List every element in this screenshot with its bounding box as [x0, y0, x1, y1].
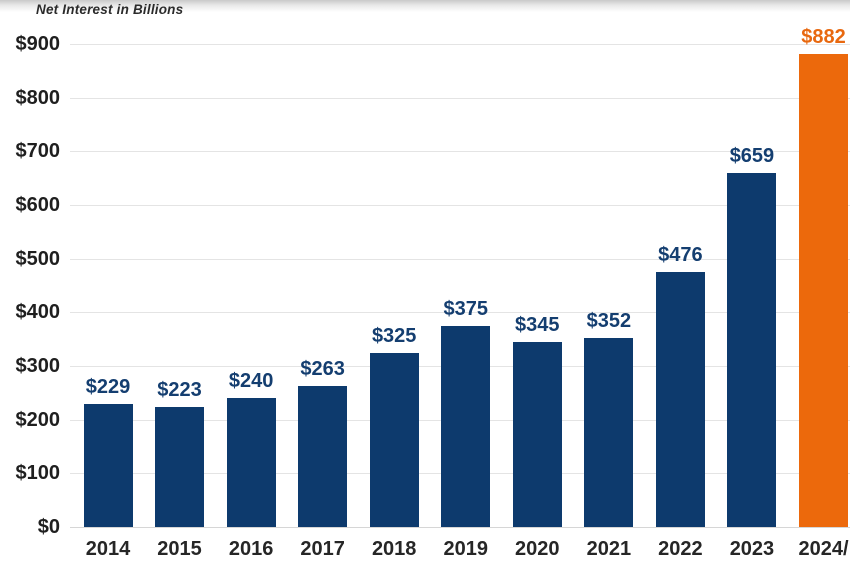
x-tick-label: 2020	[515, 538, 560, 560]
bar-value-label: $229	[85, 376, 131, 399]
bar	[441, 325, 491, 527]
bar	[83, 404, 133, 527]
bar-value-label: $325	[371, 324, 417, 347]
bar-value-label: $263	[300, 357, 345, 380]
bar-value-label: $345	[515, 313, 560, 336]
bar	[226, 398, 276, 527]
x-tick-label: 2019	[443, 538, 489, 560]
gridline	[70, 205, 850, 206]
x-tick-label: 2023	[729, 538, 775, 560]
bar-highlight	[799, 53, 848, 527]
y-tick-label: $600	[15, 194, 61, 216]
bar	[727, 173, 777, 527]
y-tick-label: $200	[15, 408, 61, 431]
x-tick-label: 2021	[586, 538, 632, 560]
bar	[298, 385, 348, 527]
y-tick-label: $300	[15, 355, 61, 377]
x-tick-label: 2022	[658, 538, 703, 560]
gridline	[70, 258, 850, 260]
bar	[369, 352, 419, 527]
y-tick-label: $500	[15, 247, 61, 270]
chart-title: Net Interest in Billions	[36, 2, 184, 17]
gridline	[70, 151, 850, 153]
bar	[512, 341, 562, 527]
bar-value-label: $882	[801, 25, 846, 48]
x-tick-label: 2014	[85, 538, 131, 560]
y-tick-label: $800	[15, 86, 61, 109]
x-tick-label: 2015	[157, 538, 202, 560]
bar-value-label: $375	[443, 297, 489, 320]
y-tick-label: $400	[15, 301, 61, 324]
x-tick-label: 2024/	[798, 538, 849, 560]
bar	[155, 407, 205, 527]
bar-value-label: $223	[157, 379, 202, 402]
bar-value-label: $352	[586, 310, 632, 333]
x-tick-label: 2018	[371, 538, 417, 560]
y-tick-label: $0	[37, 516, 60, 538]
y-tick-label: $900	[15, 33, 61, 55]
bar	[584, 338, 634, 527]
bar-value-label: $659	[729, 145, 775, 168]
x-tick-label: 2016	[228, 538, 274, 560]
gridline	[70, 312, 850, 314]
bar-value-label: $476	[658, 243, 703, 266]
bar-value-label: $240	[228, 370, 274, 393]
x-axis-line	[70, 527, 850, 528]
x-tick-label: 2017	[300, 538, 345, 560]
gridline	[70, 44, 850, 45]
y-tick-label: $700	[15, 140, 61, 163]
bar	[655, 271, 705, 527]
y-tick-label: $100	[15, 462, 61, 485]
gridline	[70, 97, 850, 99]
